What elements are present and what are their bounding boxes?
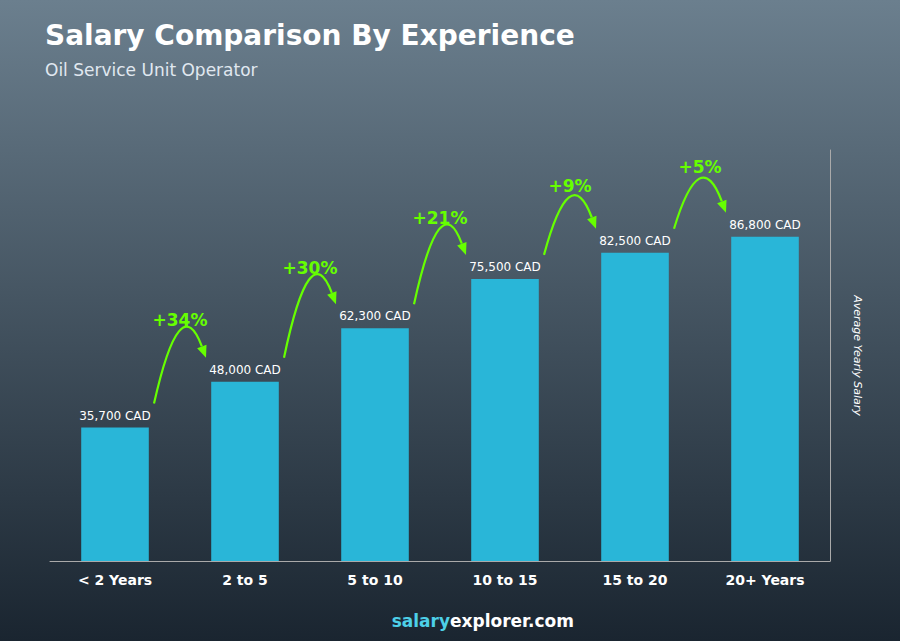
svg-text:+30%: +30% <box>283 258 338 278</box>
svg-text:+5%: +5% <box>678 157 721 177</box>
svg-text:20+ Years: 20+ Years <box>725 572 804 588</box>
svg-text:Salary Comparison By Experienc: Salary Comparison By Experience <box>45 19 575 52</box>
svg-text:5 to 10: 5 to 10 <box>347 572 403 588</box>
svg-text:Average Yearly Salary: Average Yearly Salary <box>851 294 864 416</box>
svg-text:86,800 CAD: 86,800 CAD <box>729 218 801 232</box>
svg-text:35,700 CAD: 35,700 CAD <box>79 409 151 423</box>
svg-text:explorer.com: explorer.com <box>450 611 574 631</box>
svg-text:15 to 20: 15 to 20 <box>602 572 667 588</box>
svg-text:48,000 CAD: 48,000 CAD <box>209 363 281 377</box>
svg-text:< 2 Years: < 2 Years <box>78 572 152 588</box>
svg-text:+9%: +9% <box>548 176 591 196</box>
svg-text:62,300 CAD: 62,300 CAD <box>339 309 411 323</box>
svg-text:2 to 5: 2 to 5 <box>222 572 268 588</box>
svg-text:75,500 CAD: 75,500 CAD <box>469 260 541 274</box>
svg-text:Oil Service Unit Operator: Oil Service Unit Operator <box>45 60 258 80</box>
svg-text:+21%: +21% <box>413 208 468 228</box>
svg-text:+34%: +34% <box>153 310 208 330</box>
svg-text:salary: salary <box>392 611 450 631</box>
svg-text:82,500 CAD: 82,500 CAD <box>599 234 671 248</box>
svg-text:10 to 15: 10 to 15 <box>472 572 537 588</box>
